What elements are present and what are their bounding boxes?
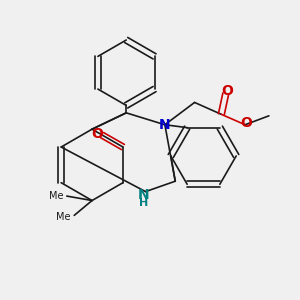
Text: Me: Me bbox=[49, 191, 63, 201]
Text: O: O bbox=[241, 116, 253, 130]
Text: H: H bbox=[140, 198, 149, 208]
Text: Me: Me bbox=[56, 212, 70, 222]
Text: N: N bbox=[159, 118, 171, 132]
Text: O: O bbox=[221, 84, 233, 98]
Text: O: O bbox=[92, 127, 103, 141]
Text: N: N bbox=[138, 188, 150, 202]
